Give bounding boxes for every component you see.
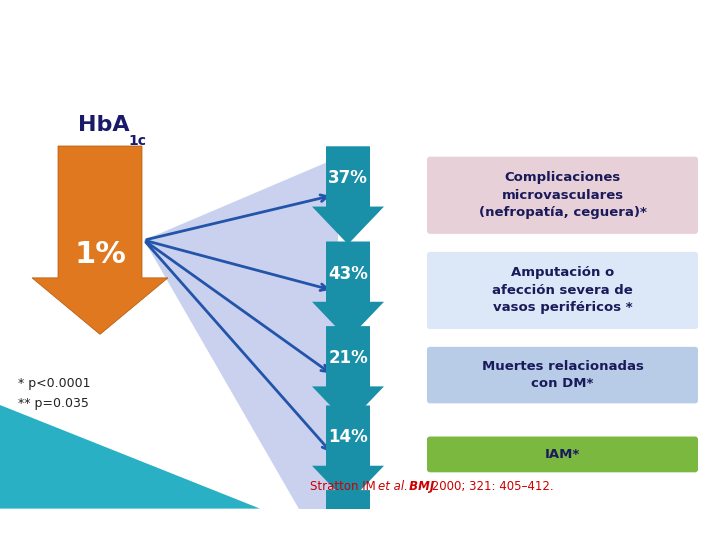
Polygon shape [312,326,384,424]
Polygon shape [312,406,384,503]
Text: 21%: 21% [328,349,368,367]
Text: 43%: 43% [328,265,368,282]
Text: 14%: 14% [328,428,368,447]
Text: ** p=0.035: ** p=0.035 [18,397,89,410]
Text: 37%: 37% [328,170,368,187]
Text: 2000; 321: 405–412.: 2000; 321: 405–412. [428,480,554,492]
FancyBboxPatch shape [427,347,698,403]
Polygon shape [312,241,384,340]
Text: 12%: 12% [328,513,368,531]
FancyBboxPatch shape [427,157,698,234]
Text: IAM*: IAM* [545,448,580,461]
Text: 1%: 1% [74,240,126,269]
Polygon shape [0,405,260,509]
Text: BMJ: BMJ [405,480,434,492]
Text: HbA: HbA [78,114,130,134]
Text: Stratton IM: Stratton IM [310,480,379,492]
Polygon shape [312,490,384,540]
FancyBboxPatch shape [427,521,698,540]
Text: Ictus**: Ictus** [537,532,588,540]
Text: Amputación o
afección severa de
vasos periféricos *: Amputación o afección severa de vasos pe… [492,266,633,314]
Polygon shape [312,146,384,244]
FancyBboxPatch shape [427,436,698,472]
Text: Muertes relacionadas
con DM*: Muertes relacionadas con DM* [482,360,644,390]
Text: * p<0.0001: * p<0.0001 [18,377,91,390]
FancyBboxPatch shape [427,252,698,329]
Text: et al.: et al. [378,480,408,492]
Polygon shape [32,146,168,334]
Text: Complicaciones
microvasculares
(nefropatía, ceguera)*: Complicaciones microvasculares (nefropat… [479,171,647,219]
Polygon shape [144,158,338,540]
Text: 1c: 1c [128,134,146,148]
